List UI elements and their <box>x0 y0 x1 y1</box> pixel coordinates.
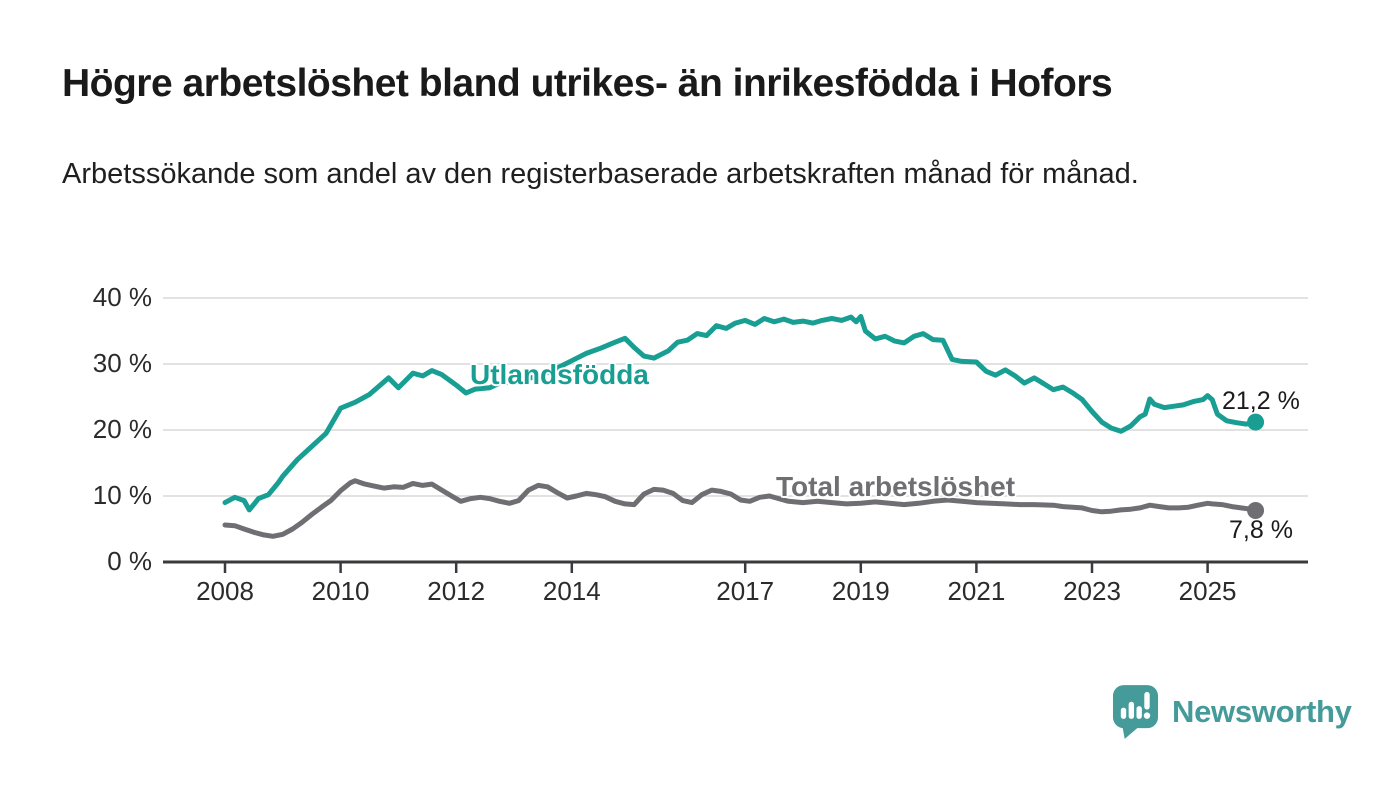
series-line-0 <box>222 314 1259 513</box>
series-end-dot-1 <box>1247 502 1265 520</box>
y-axis-label-30: 30 % <box>92 348 152 378</box>
x-axis-label-2012: 2012 <box>427 576 486 606</box>
newsworthy-logo-text: Newsworthy <box>1172 694 1352 729</box>
y-axis-label-0: 0 % <box>107 546 152 576</box>
y-axis-label-10: 10 % <box>92 480 152 510</box>
series-end-dot-0 <box>1247 413 1265 431</box>
x-axis-label-2017: 2017 <box>716 576 775 606</box>
end-value-label-total: 7,8 % <box>1229 516 1293 544</box>
x-axis-label-2021: 2021 <box>947 576 1006 606</box>
page-title: Högre arbetslöshet bland utrikes- än inr… <box>62 62 1113 105</box>
y-axis-label-40: 40 % <box>92 282 152 312</box>
x-axis-label-2010: 2010 <box>311 576 370 606</box>
x-axis-label-2014: 2014 <box>542 576 601 606</box>
series-label-utlandsfodda: Utlandsfödda <box>470 359 649 390</box>
series-label-total-arbetsloshet: Total arbetslöshet <box>776 471 1016 502</box>
x-axis-label-2019: 2019 <box>831 576 890 606</box>
page-subtitle: Arbetssökande som andel av den registerb… <box>62 158 1139 190</box>
x-axis-label-2008: 2008 <box>196 576 254 606</box>
newsworthy-logo-icon <box>1112 685 1159 739</box>
series-line-1 <box>222 478 1259 539</box>
x-axis-label-2023: 2023 <box>1063 576 1121 606</box>
x-axis-label-2025: 2025 <box>1178 576 1237 606</box>
end-value-label-utlandsfodda: 21,2 % <box>1222 387 1300 415</box>
newsworthy-logo: Newsworthy <box>1112 684 1352 740</box>
y-axis-label-20: 20 % <box>92 414 152 444</box>
